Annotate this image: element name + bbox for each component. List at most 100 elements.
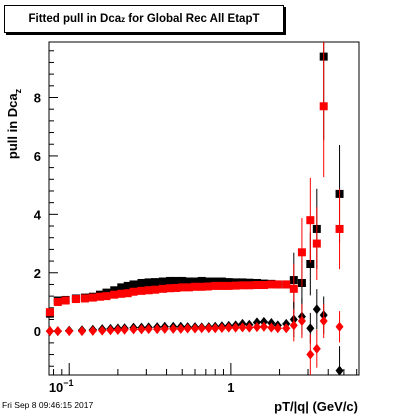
data-point-square <box>306 260 315 268</box>
data-point-square <box>129 287 138 296</box>
tick-labels: 0 2 4 6 8 10−1 1 <box>34 91 235 396</box>
data-point-square <box>117 283 126 292</box>
data-point-diamond <box>306 349 315 360</box>
data-point-square <box>45 308 54 317</box>
data-point-diamond <box>312 343 321 354</box>
data-point-diamond <box>129 324 138 335</box>
y-tick-label: 2 <box>34 266 41 281</box>
data-point-diamond <box>98 325 107 336</box>
data-point-diamond <box>191 323 200 334</box>
data-point-diamond <box>245 322 254 333</box>
data-point-square <box>165 276 174 285</box>
data-point-square <box>184 277 193 286</box>
data-point-diamond <box>144 324 153 335</box>
data-point-square <box>158 284 167 293</box>
data-point-square <box>335 224 344 233</box>
data-point-diamond <box>211 323 220 334</box>
y-axis-label-sub: z <box>13 88 23 93</box>
data-point-diamond <box>120 324 129 335</box>
data-point-diamond <box>53 326 62 337</box>
data-point-diamond <box>197 323 206 334</box>
data-point-square <box>151 278 160 287</box>
data-point-diamond <box>231 322 240 333</box>
x-axis-label: pT/|q| (GeV/c) <box>274 399 358 414</box>
footer-timestamp: Fri Sep 8 09:46:15 2017 <box>2 400 94 410</box>
data-point-diamond <box>217 322 226 333</box>
data-point-square <box>172 276 181 285</box>
data-point-square <box>165 284 174 293</box>
axis-ticks <box>49 50 358 375</box>
data-point-square <box>245 281 254 290</box>
data-point-diamond <box>169 323 178 334</box>
data-point-diamond <box>335 365 344 376</box>
data-point-square <box>144 278 153 287</box>
data-point-square <box>110 290 119 299</box>
data-point-square <box>203 277 212 286</box>
svg-text:pull in Dcaz: pull in Dcaz <box>5 88 23 159</box>
data-point-square <box>151 285 160 294</box>
data-point-diamond <box>204 323 213 334</box>
data-point-diamond <box>319 315 328 326</box>
data-point-diamond <box>78 326 87 337</box>
y-axis-label: pull in Dcaz <box>5 88 23 159</box>
data-point-square <box>123 289 132 298</box>
data-point-square <box>306 216 315 225</box>
data-point-square <box>88 293 97 302</box>
chart-title-main: Fitted pull in Dca <box>28 13 122 25</box>
data-point-diamond <box>252 322 261 333</box>
data-point-square <box>238 281 247 290</box>
data-point-diamond <box>137 324 146 335</box>
data-point-square <box>95 292 104 301</box>
data-point-square <box>282 280 291 289</box>
data-point-diamond <box>113 325 122 336</box>
data-point-square <box>273 280 282 289</box>
data-point-diamond <box>183 323 192 334</box>
data-markers <box>45 42 344 376</box>
data-point-square <box>158 277 167 286</box>
data-point-square <box>137 278 146 287</box>
data-point-diamond <box>176 323 185 334</box>
data-point-diamond <box>282 323 291 334</box>
data-point-diamond <box>160 323 169 334</box>
data-point-diamond <box>312 304 321 315</box>
data-point-diamond <box>335 321 344 332</box>
data-point-square <box>267 280 276 289</box>
chart-title: Fitted pull in Dca z for Global Rec All E… <box>4 5 284 33</box>
data-point-square <box>217 281 226 290</box>
data-point-square <box>211 281 220 290</box>
y-tick-label: 4 <box>34 207 42 222</box>
data-point-square <box>319 102 328 111</box>
y-tick-label: 0 <box>34 324 41 339</box>
x-tick-label: 1 <box>227 380 234 395</box>
data-point-diamond <box>267 322 276 333</box>
chart-title-sub: z <box>121 14 126 24</box>
y-tick-label: 8 <box>34 91 41 106</box>
data-point-square <box>178 276 187 285</box>
data-point-square <box>71 295 80 304</box>
data-point-square <box>129 280 138 289</box>
data-point-square <box>211 277 220 286</box>
data-point-diamond <box>273 323 282 334</box>
data-point-square <box>102 292 111 301</box>
data-point-square <box>289 284 298 293</box>
data-point-diamond <box>238 322 247 333</box>
data-point-square <box>110 286 119 295</box>
chart-title-rest: for Global Rec All EtapT <box>125 13 260 25</box>
data-point-square <box>80 294 89 303</box>
data-point-square <box>61 296 70 305</box>
data-point-square <box>231 281 240 290</box>
data-point-square <box>172 283 181 292</box>
data-point-diamond <box>259 321 268 332</box>
data-point-diamond <box>88 325 97 336</box>
data-point-square <box>203 282 212 291</box>
data-point-square <box>297 248 306 257</box>
data-point-diamond <box>153 324 162 335</box>
data-point-square <box>197 276 206 285</box>
plot-frame <box>48 41 360 376</box>
data-point-square <box>144 286 153 295</box>
data-point-diamond <box>65 326 74 337</box>
data-point-square <box>224 281 233 290</box>
data-point-square <box>178 283 187 292</box>
data-point-square <box>191 282 200 291</box>
data-point-square <box>191 277 200 286</box>
